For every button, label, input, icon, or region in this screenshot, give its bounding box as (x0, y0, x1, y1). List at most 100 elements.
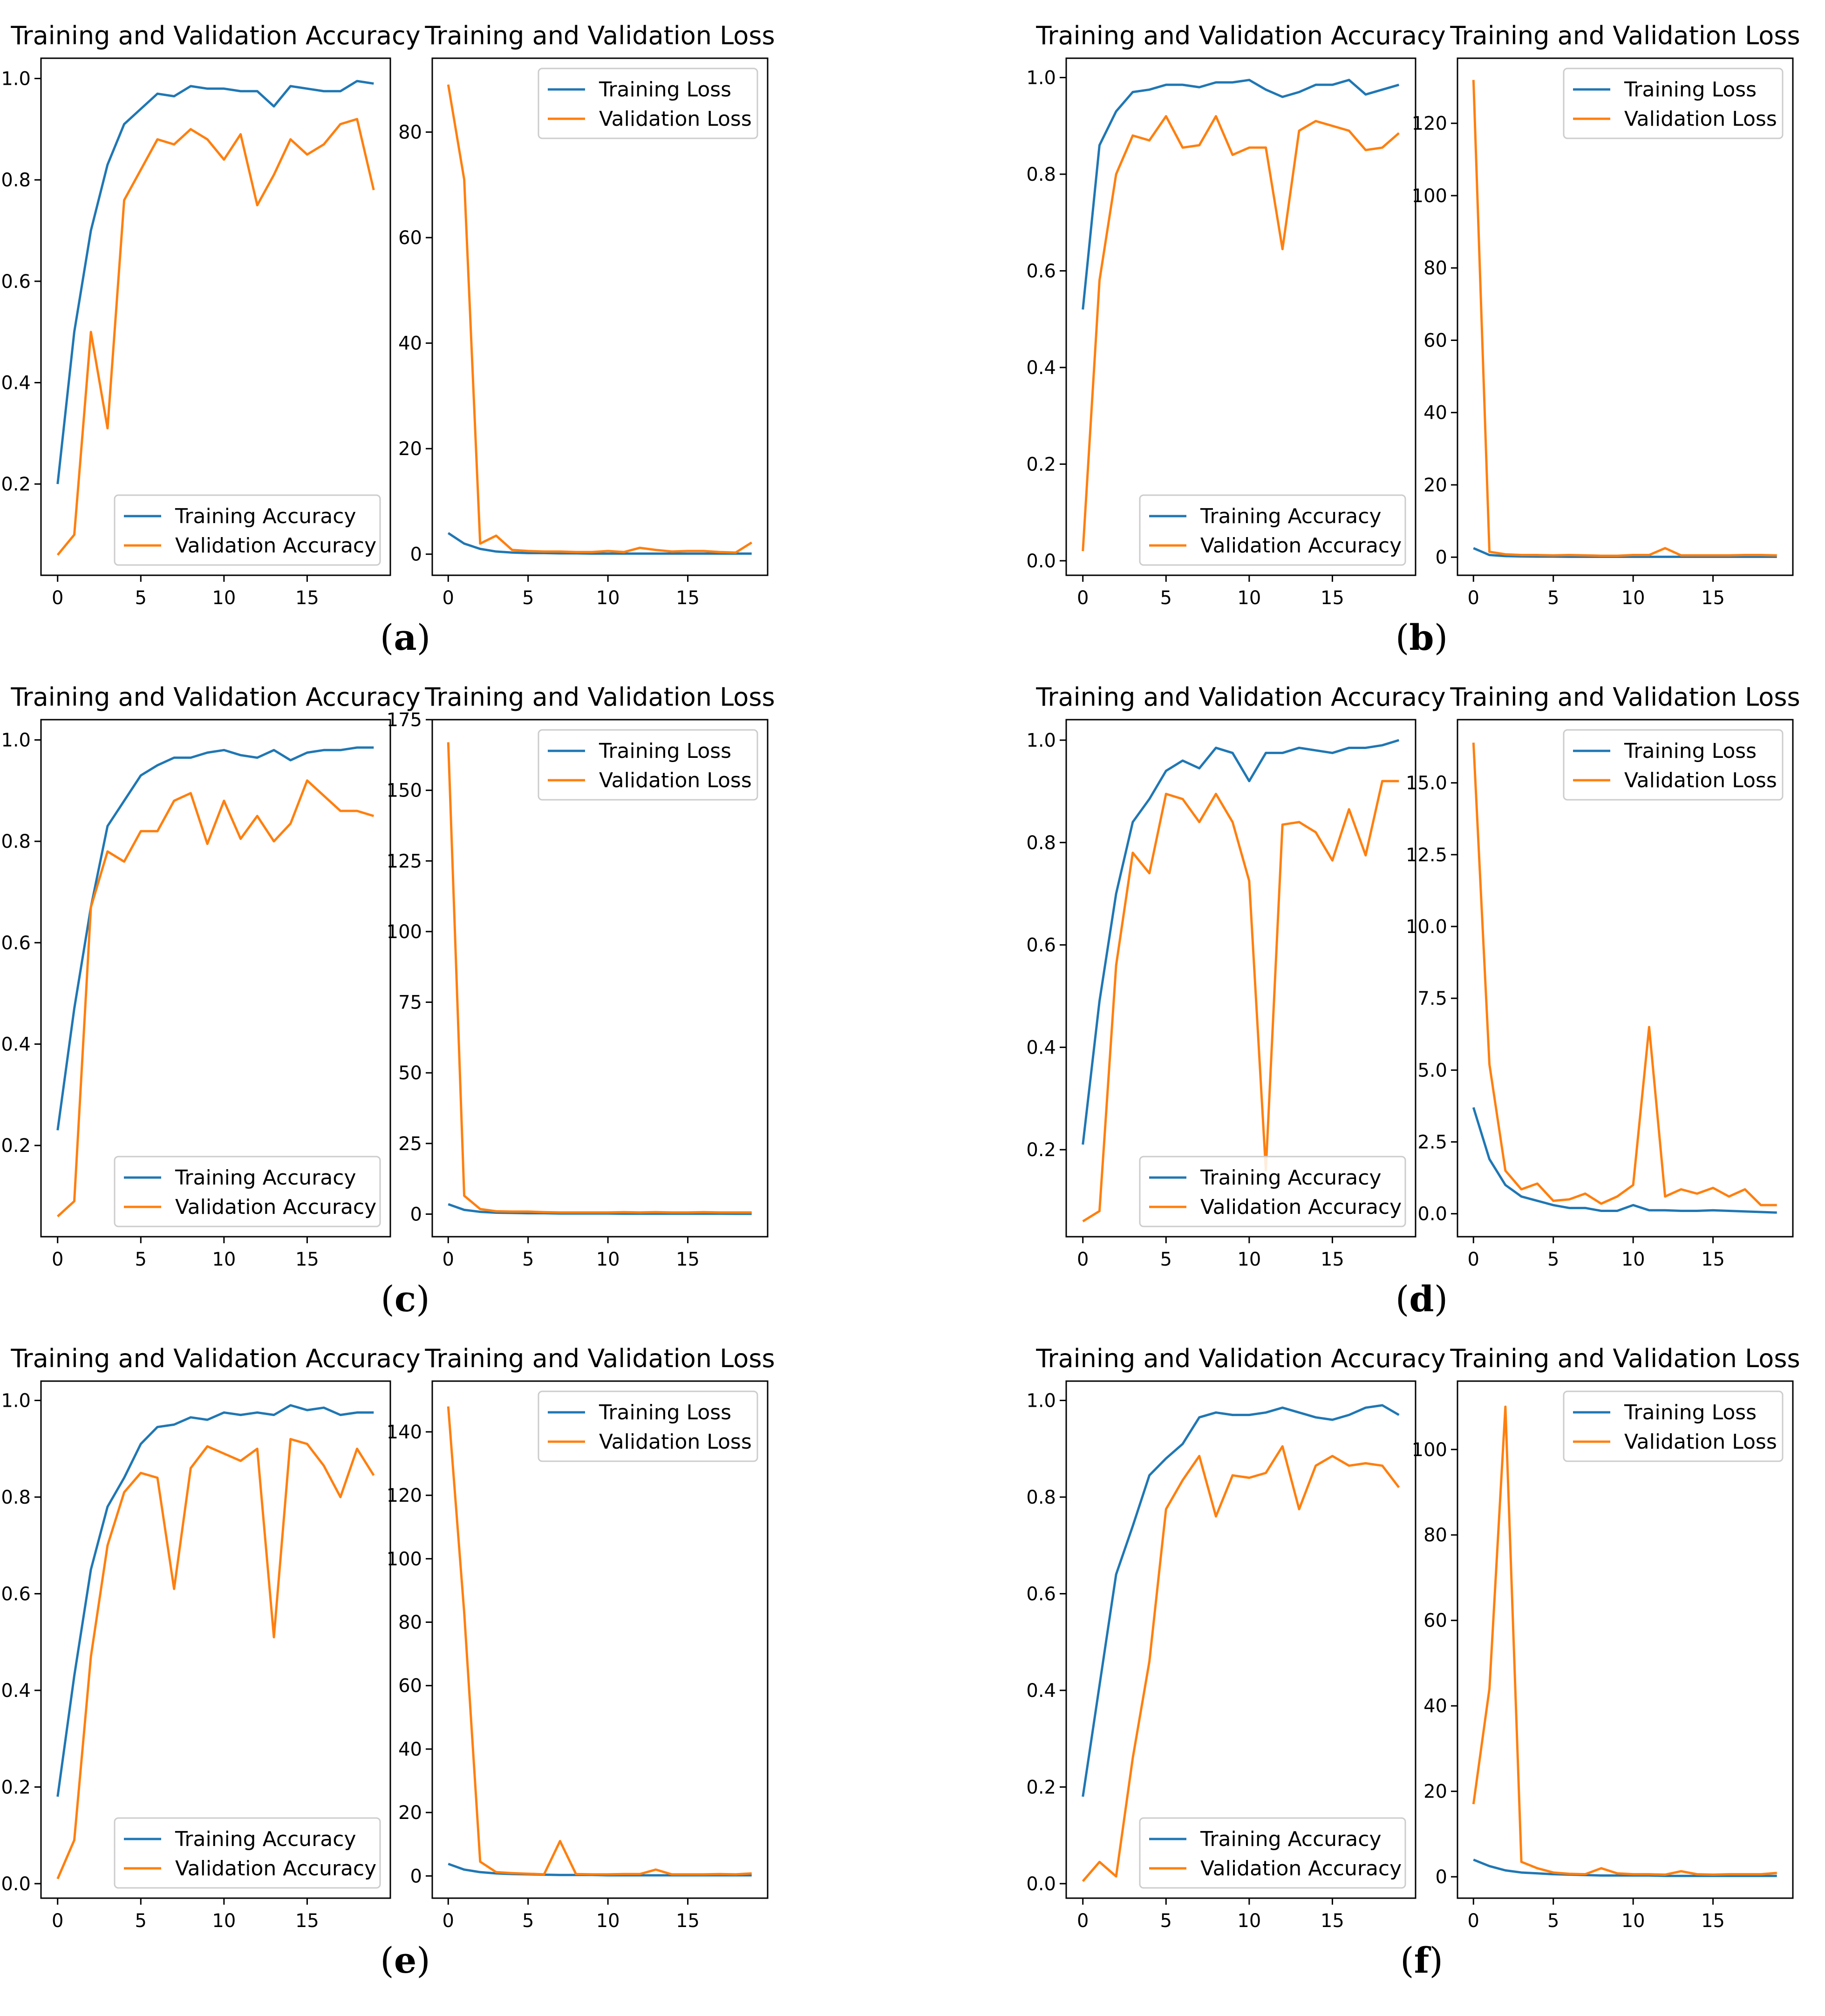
panel-d-accuracy-ytick-label: 0.8 (1026, 832, 1056, 854)
panel-f-accuracy-axes-frame (1065, 1380, 1416, 1899)
panel-e-accuracy-legend: Training Accuracy Validation Accuracy (114, 1817, 381, 1889)
panel-e-loss-legend-label: Training Loss (599, 1401, 731, 1424)
panel-d-loss-xtick-label: 5 (1547, 1249, 1559, 1270)
panel-f-loss-legend-label: Validation Loss (1624, 1430, 1777, 1454)
panel-c-accuracy-legend: Training Accuracy Validation Accuracy (114, 1156, 381, 1227)
panel-d-loss-ytick-label: 5.0 (1417, 1060, 1447, 1081)
panel-d-loss-series-validation-line (1472, 742, 1777, 1206)
panel-c-loss-xtick-label: 15 (676, 1249, 700, 1270)
panel-a-loss-ytick-label: 60 (398, 227, 422, 249)
panel-b-accuracy-xtick-label: 15 (1321, 587, 1344, 609)
panel-f-accuracy-xtick-label: 5 (1160, 1910, 1172, 1932)
panel-a-accuracy-xtick-label: 15 (295, 587, 319, 609)
panel-b-loss-ytick-label: 60 (1423, 330, 1447, 351)
panel-d-loss-title: Training and Validation Loss (1450, 682, 1800, 712)
panel-c-accuracy-xtick-label: 15 (295, 1249, 319, 1270)
panel-a-loss-plot: Training and Validation Loss 0 5 10 15 0 20 40 6… (398, 21, 775, 609)
panel-c-loss-ytick-label: 150 (387, 780, 422, 802)
panel-f-accuracy-ytick-label: 0.8 (1026, 1487, 1056, 1508)
panel-a-loss-axes-frame (431, 57, 769, 576)
panel-c-accuracy-xtick-label: 0 (52, 1249, 63, 1270)
panel-e-loss-axes-frame (431, 1380, 769, 1899)
panel-a-loss-xtick-label: 15 (676, 587, 700, 609)
panel-b-accuracy-plot: Training and Validation Accuracy 0 5 10 15 0.… (1026, 21, 1445, 609)
panel-d-loss-legend: Training Loss Validation Loss (1563, 729, 1784, 801)
panel-b-loss-series-training-line (1473, 547, 1777, 558)
panel-f-loss-xtick-label: 10 (1621, 1910, 1645, 1932)
panel-d-accuracy-title: Training and Validation Accuracy (1035, 682, 1445, 712)
panel-a-accuracy-xtick-label: 0 (52, 587, 63, 609)
panel-a-loss-title: Training and Validation Loss (424, 21, 775, 50)
panel-b-accuracy-xtick-label: 5 (1160, 587, 1172, 609)
panel-d-accuracy-xtick-label: 0 (1077, 1249, 1089, 1270)
panel-f-accuracy-xtick-label: 10 (1237, 1910, 1261, 1932)
panel-e-loss-xtick-label: 5 (522, 1910, 534, 1932)
panel-f-accuracy-series-training-line (1082, 1404, 1400, 1797)
panel-a-loss-xtick-label: 0 (443, 587, 454, 609)
panel-c-accuracy-plot: Training and Validation Accuracy 0 5 10 15 0.… (1, 682, 420, 1270)
panel-e-loss-xtick-label: 10 (596, 1910, 620, 1932)
panel-c-loss-ytick-label: 75 (398, 992, 422, 1014)
panel-e-accuracy-ytick-label: 0.2 (1, 1777, 31, 1798)
panel-d-accuracy-legend-box (1139, 1156, 1406, 1227)
panel-a-loss-series-validation-line (447, 84, 753, 554)
panel-f-loss-legend-label: Training Loss (1624, 1401, 1757, 1424)
panel-b-accuracy-legend-label: Training Accuracy (1200, 504, 1381, 528)
panel-b-loss-xtick-label: 5 (1547, 587, 1559, 609)
panel-e-accuracy-legend-box (114, 1817, 381, 1889)
panel-f-accuracy-legend-label: Validation Accuracy (1200, 1857, 1402, 1880)
panel-d-accuracy-plot: Training and Validation Accuracy 0 5 10 15 0.… (1026, 682, 1445, 1270)
panel-label-f: (f) (1400, 1940, 1443, 1981)
panel-c-accuracy-axes-frame (40, 719, 391, 1238)
panel-b-loss-xtick-label: 0 (1468, 587, 1479, 609)
panel-f-accuracy-ytick-label: 0.6 (1026, 1583, 1056, 1605)
panel-label-c: (c) (381, 1278, 430, 1320)
panel-a-loss-xtick-label: 10 (596, 587, 620, 609)
panel-f-accuracy-xtick-label: 0 (1077, 1910, 1089, 1932)
panel-c-accuracy-ytick-label: 0.8 (1, 831, 31, 852)
panel-a-accuracy-ytick-label: 1.0 (1, 68, 31, 90)
panel-c-accuracy-xtick-label: 5 (135, 1249, 147, 1270)
panel-e-loss-ytick-label: 120 (387, 1485, 422, 1506)
panel-d-loss-legend-label: Validation Loss (1624, 769, 1777, 792)
panel-c-loss-legend-label: Validation Loss (599, 769, 752, 792)
panel-e-accuracy-xtick-label: 15 (295, 1910, 319, 1932)
panel-e-accuracy-ytick-label: 0.4 (1, 1680, 31, 1702)
panel-c-accuracy-ytick-label: 1.0 (1, 730, 31, 751)
panel-c-loss-ytick-label: 125 (387, 851, 422, 872)
panel-a-loss-xtick-label: 5 (522, 587, 534, 609)
panel-b-accuracy-xtick-label: 0 (1077, 587, 1089, 609)
panel-b-accuracy-series-training-line (1082, 79, 1399, 310)
panel-e-loss-ytick-label: 60 (398, 1675, 422, 1697)
panel-e-loss-xtick-label: 15 (676, 1910, 700, 1932)
panel-e-accuracy-ytick-label: 1.0 (1, 1390, 31, 1411)
panel-b-accuracy-title: Training and Validation Accuracy (1035, 21, 1445, 50)
panel-b-loss-xtick-label: 15 (1701, 587, 1725, 609)
panel-f-loss-title: Training and Validation Loss (1450, 1344, 1800, 1373)
panel-a-accuracy-series-training-line (56, 80, 374, 484)
panel-e-accuracy-legend-label: Validation Accuracy (175, 1857, 376, 1880)
panel-c-accuracy-ytick-label: 0.4 (1, 1034, 31, 1055)
panel-d-loss-xtick-label: 0 (1468, 1249, 1479, 1270)
panel-b-loss-ytick-label: 100 (1412, 185, 1447, 207)
panel-c-loss-xtick-label: 10 (596, 1249, 620, 1270)
panel-a-accuracy-legend-label: Validation Accuracy (175, 534, 376, 558)
panel-e-accuracy-axes-frame (40, 1380, 391, 1899)
panel-d-loss-ytick-label: 2.5 (1417, 1132, 1447, 1153)
panel-b-loss-legend-box (1563, 68, 1784, 139)
panel-f-accuracy-ytick-label: 0.2 (1026, 1777, 1056, 1798)
panel-b-accuracy-series-validation-line (1082, 115, 1400, 552)
panel-a-accuracy-legend: Training Accuracy Validation Accuracy (114, 494, 381, 566)
panel-a-accuracy-ytick-label: 0.6 (1, 271, 31, 293)
panel-b-accuracy-xtick-label: 10 (1237, 587, 1261, 609)
panel-e-accuracy-series-validation-line (56, 1437, 375, 1880)
panel-f-accuracy-xtick-label: 15 (1321, 1910, 1344, 1932)
panel-f-loss-series-training-line (1473, 1859, 1777, 1877)
panel-d-loss-ytick-label: 12.5 (1406, 845, 1447, 866)
panel-b-accuracy-ytick-label: 0.6 (1026, 260, 1056, 282)
panel-d-accuracy-xtick-label: 10 (1237, 1249, 1261, 1270)
panel-f-accuracy-series-validation-line (1082, 1445, 1400, 1882)
panel-d-loss-ytick-label: 15.0 (1406, 773, 1447, 794)
panel-b-loss-xtick-label: 10 (1621, 587, 1645, 609)
